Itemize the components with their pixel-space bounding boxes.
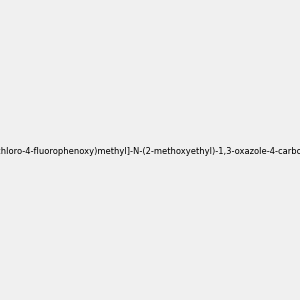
- Text: 2-[(2-chloro-4-fluorophenoxy)methyl]-N-(2-methoxyethyl)-1,3-oxazole-4-carboxamid: 2-[(2-chloro-4-fluorophenoxy)methyl]-N-(…: [0, 147, 300, 156]
